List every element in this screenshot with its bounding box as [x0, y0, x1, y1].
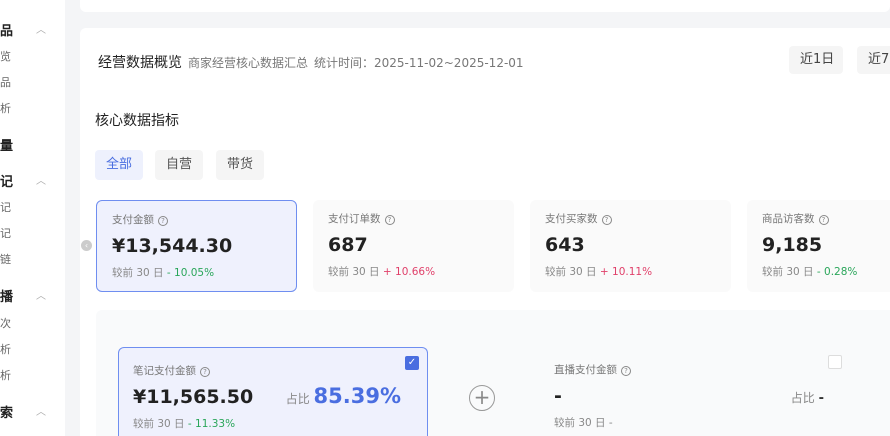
range-1d-button[interactable]: 近1日 [789, 46, 843, 74]
breakdown-label: 直播支付金额 [554, 364, 617, 376]
metric-change: + 10.66% [382, 266, 436, 278]
breakdown-value: ¥11,565.50 [133, 386, 254, 408]
chevron-up-icon[interactable]: ︿ [36, 291, 46, 302]
help-icon[interactable]: ? [200, 367, 210, 377]
checkbox[interactable] [828, 355, 842, 369]
section-title: 核心数据指标 [95, 113, 179, 129]
sidebar: 品 ︿ 览品析量记 ︿ 记记链播 ︿ 次析析索 ︿ [0, 0, 65, 436]
sidebar-item[interactable]: 析 [0, 102, 11, 115]
overview-header: 经营数据概览 商家经营核心数据汇总 统计时间：2025-11-02~2025-12-… [98, 52, 524, 72]
metric-change: - 0.28% [816, 266, 858, 278]
tab-self[interactable]: 自营 [155, 150, 204, 180]
range-7d-button[interactable]: 近7 [857, 46, 890, 74]
sidebar-item[interactable]: 量 [0, 139, 14, 154]
breakdown-change: - 11.33% [187, 418, 236, 430]
compare-label: 较前 30 日 [112, 267, 164, 279]
metric-value: ¥13,544.30 [112, 235, 233, 257]
sidebar-item[interactable]: 析 [0, 343, 11, 356]
top-card [80, 0, 890, 12]
checkbox[interactable]: ✓ [405, 356, 419, 370]
breakdown-value: - [554, 385, 562, 407]
scroll-left-arrow-icon[interactable]: ‹ [81, 240, 92, 251]
metric-card[interactable]: 商品访客数? 9,185 较前 30 日 - 0.28% [747, 200, 890, 292]
sidebar-item[interactable]: 记 [0, 175, 14, 190]
metric-change: + 10.11% [599, 266, 653, 278]
breakdown-panel: + ✓ 笔记支付金额? ¥11,565.50 占比 85.39% 较前 30 日… [96, 310, 890, 436]
compare-label: 较前 30 日 [554, 417, 606, 429]
subtitle: 商家经营核心数据汇总 [188, 56, 309, 70]
chevron-up-icon[interactable]: ︿ [36, 176, 46, 187]
tab-all[interactable]: 全部 [95, 150, 144, 180]
help-icon[interactable]: ? [158, 216, 168, 226]
metric-card[interactable]: 支付买家数? 643 较前 30 日 + 10.11% [530, 200, 731, 292]
metric-card[interactable]: 支付订单数? 687 较前 30 日 + 10.66% [313, 200, 514, 292]
sidebar-item[interactable]: 记 [0, 201, 11, 214]
metric-label: 商品访客数 [762, 213, 815, 225]
plus-icon: + [469, 385, 495, 411]
help-icon[interactable]: ? [384, 215, 395, 225]
ratio-label: 占比 [790, 391, 815, 405]
compare-label: 较前 30 日 [762, 266, 814, 278]
metric-value: 643 [545, 234, 585, 256]
metric-value: 687 [328, 234, 368, 256]
sidebar-item[interactable]: 品 [0, 24, 14, 39]
overview-card: 经营数据概览 商家经营核心数据汇总 统计时间：2025-11-02~2025-12-… [80, 28, 890, 436]
help-icon[interactable]: ? [621, 366, 631, 376]
metric-value: 9,185 [762, 234, 823, 256]
breakdown-label: 笔记支付金额 [133, 365, 196, 377]
sidebar-item[interactable]: 播 [0, 290, 14, 305]
metric-label: 支付买家数 [545, 213, 598, 225]
stat-time: 统计时间：2025-11-02~2025-12-01 [314, 56, 524, 70]
breakdown-change: - [608, 417, 613, 429]
breakdown-card[interactable]: 直播支付金额? - 占比 - 较前 30 日 - [540, 347, 850, 436]
tab-affiliate[interactable]: 带货 [216, 150, 265, 180]
metric-label: 支付金额 [112, 214, 154, 226]
chevron-up-icon[interactable]: ︿ [36, 407, 46, 418]
ratio-label: 占比 [285, 392, 310, 406]
sidebar-item[interactable]: 链 [0, 253, 11, 266]
sidebar-item[interactable]: 记 [0, 227, 11, 240]
sidebar-item[interactable]: 析 [0, 369, 11, 382]
metric-label: 支付订单数 [328, 213, 381, 225]
sidebar-item[interactable]: 索 [0, 406, 14, 421]
sidebar-item[interactable]: 览 [0, 50, 11, 63]
metric-card[interactable]: 支付金额? ¥13,544.30 较前 30 日 - 10.05% [96, 200, 297, 292]
breakdown-card[interactable]: ✓ 笔记支付金额? ¥11,565.50 占比 85.39% 较前 30 日 -… [118, 347, 428, 436]
page-title: 经营数据概览 [98, 55, 182, 71]
sidebar-item[interactable]: 次 [0, 317, 11, 330]
ratio-value: - [818, 391, 824, 406]
sidebar-item[interactable]: 品 [0, 76, 11, 89]
metric-change: - 10.05% [166, 267, 215, 279]
compare-label: 较前 30 日 [545, 266, 597, 278]
chevron-up-icon[interactable]: ︿ [36, 25, 46, 36]
compare-label: 较前 30 日 [328, 266, 380, 278]
help-icon[interactable]: ? [601, 215, 612, 225]
ratio-value: 85.39% [313, 384, 401, 408]
compare-label: 较前 30 日 [133, 418, 185, 430]
help-icon[interactable]: ? [818, 215, 829, 225]
